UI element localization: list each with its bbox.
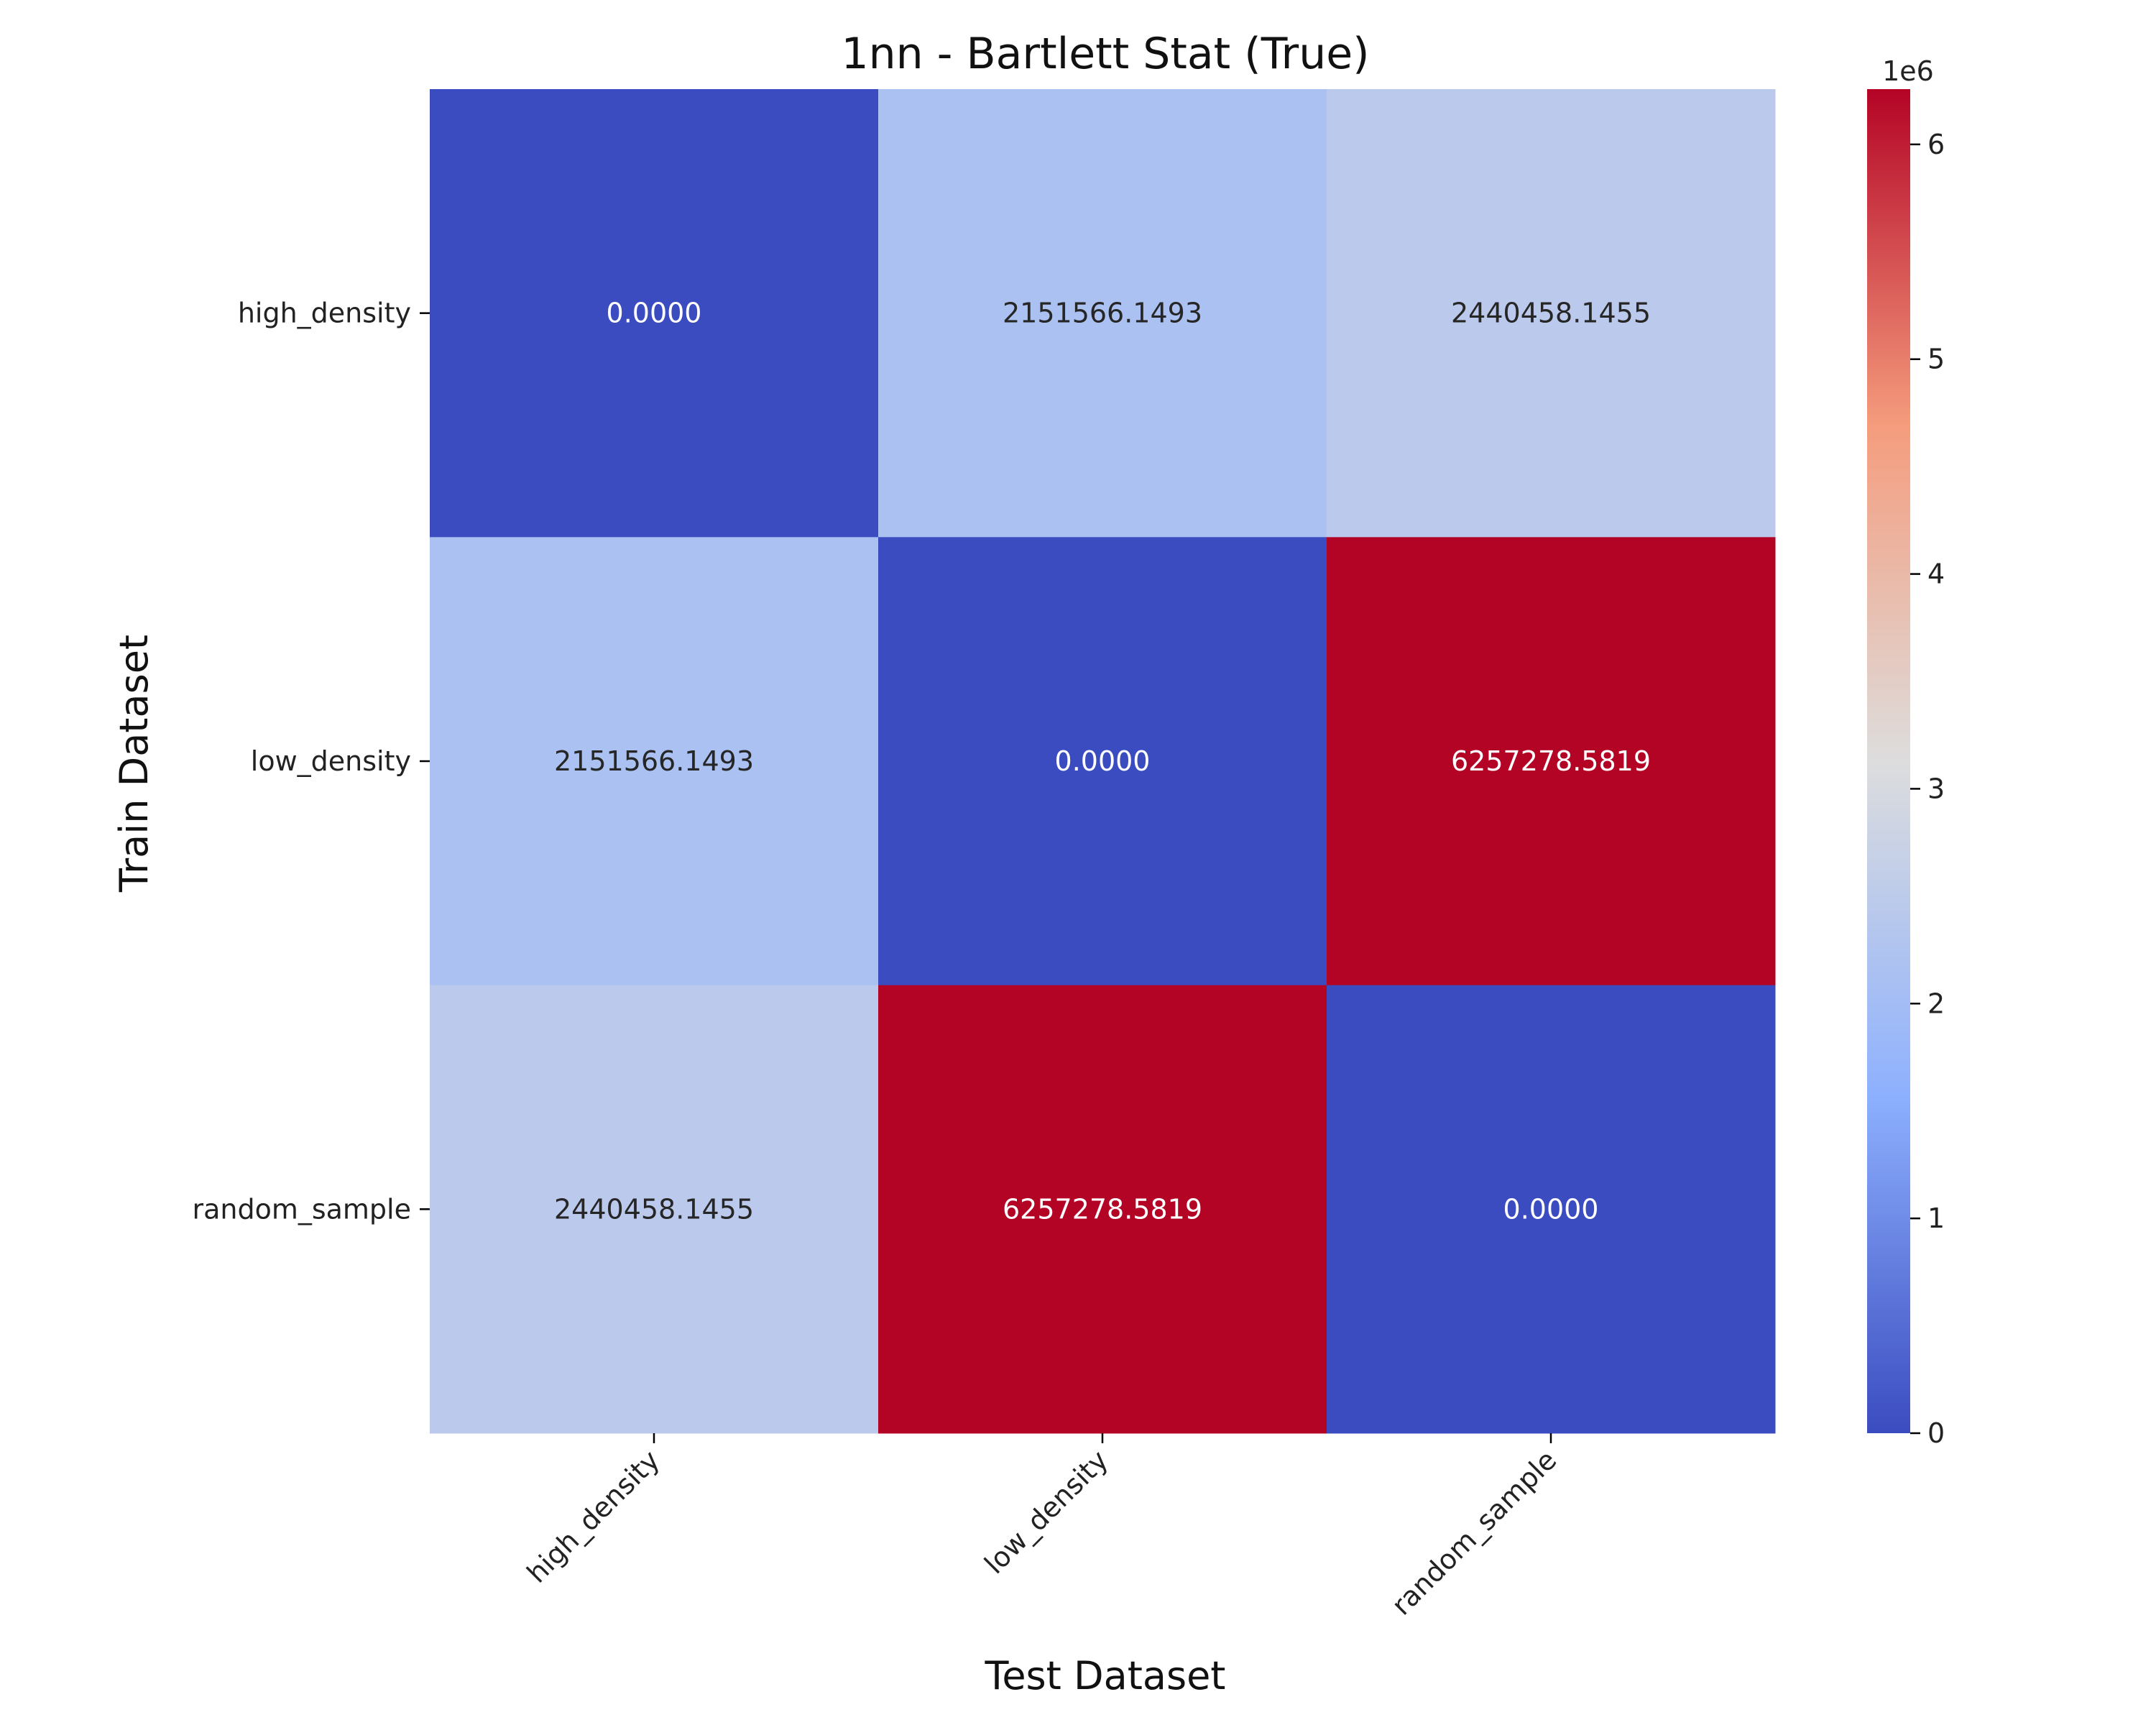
x-axis-ticks: high_density low_density random_sample xyxy=(521,1433,1562,1622)
heatmap-cells xyxy=(430,89,1776,1434)
colorbar-tick-label: 3 xyxy=(1927,773,1945,804)
heatmap-cell xyxy=(430,89,879,538)
chart-title: 1nn - Bartlett Stat (True) xyxy=(841,29,1369,79)
cell-value-label: 0.0000 xyxy=(607,298,702,329)
y-axis-ticks: high_density low_density random_sample xyxy=(192,298,430,1225)
heatmap-cell xyxy=(430,985,879,1434)
colorbar-offset-label: 1e6 xyxy=(1882,55,1934,87)
heatmap-cell xyxy=(430,537,879,986)
y-tick-label: random_sample xyxy=(192,1193,411,1225)
cell-value-label: 2151566.1493 xyxy=(1003,298,1202,329)
colorbar-tick-label: 6 xyxy=(1927,129,1945,160)
heatmap-cell-labels: 0.0000 2151566.1493 2440458.1455 2151566.14… xyxy=(554,298,1651,1225)
heatmap-cell xyxy=(1327,537,1776,986)
cell-value-label: 0.0000 xyxy=(1055,745,1151,777)
heatmap-cell xyxy=(878,985,1327,1434)
y-tick-label: high_density xyxy=(238,298,411,329)
colorbar-tick-label: 4 xyxy=(1927,558,1945,590)
cell-value-label: 6257278.5819 xyxy=(1003,1193,1202,1225)
colorbar-ticks: 0 1 2 3 4 5 6 xyxy=(1910,129,1945,1449)
x-tick-label: low_density xyxy=(978,1444,1114,1580)
colorbar-tick-label: 1 xyxy=(1927,1202,1945,1234)
cell-value-label: 0.0000 xyxy=(1503,1193,1599,1225)
x-axis-title: Test Dataset xyxy=(985,1653,1226,1698)
cell-value-label: 2440458.1455 xyxy=(1451,298,1651,329)
cell-value-label: 2440458.1455 xyxy=(554,1193,754,1225)
heatmap-cell xyxy=(1327,985,1776,1434)
heatmap-cell xyxy=(878,89,1327,538)
cell-value-label: 2151566.1493 xyxy=(554,745,754,777)
colorbar xyxy=(1867,89,1910,1433)
cell-value-label: 6257278.5819 xyxy=(1451,745,1651,777)
y-tick-label: low_density xyxy=(251,745,411,777)
colorbar-tick-label: 2 xyxy=(1927,988,1945,1019)
colorbar-tick-label: 0 xyxy=(1927,1417,1945,1449)
heatmap-cell xyxy=(878,537,1327,986)
x-tick-label: random_sample xyxy=(1386,1444,1562,1621)
colorbar-tick-label: 5 xyxy=(1927,344,1945,375)
heatmap-cell xyxy=(1327,89,1776,538)
y-axis-title: Train Dataset xyxy=(111,635,157,893)
x-tick-label: high_density xyxy=(521,1444,666,1589)
